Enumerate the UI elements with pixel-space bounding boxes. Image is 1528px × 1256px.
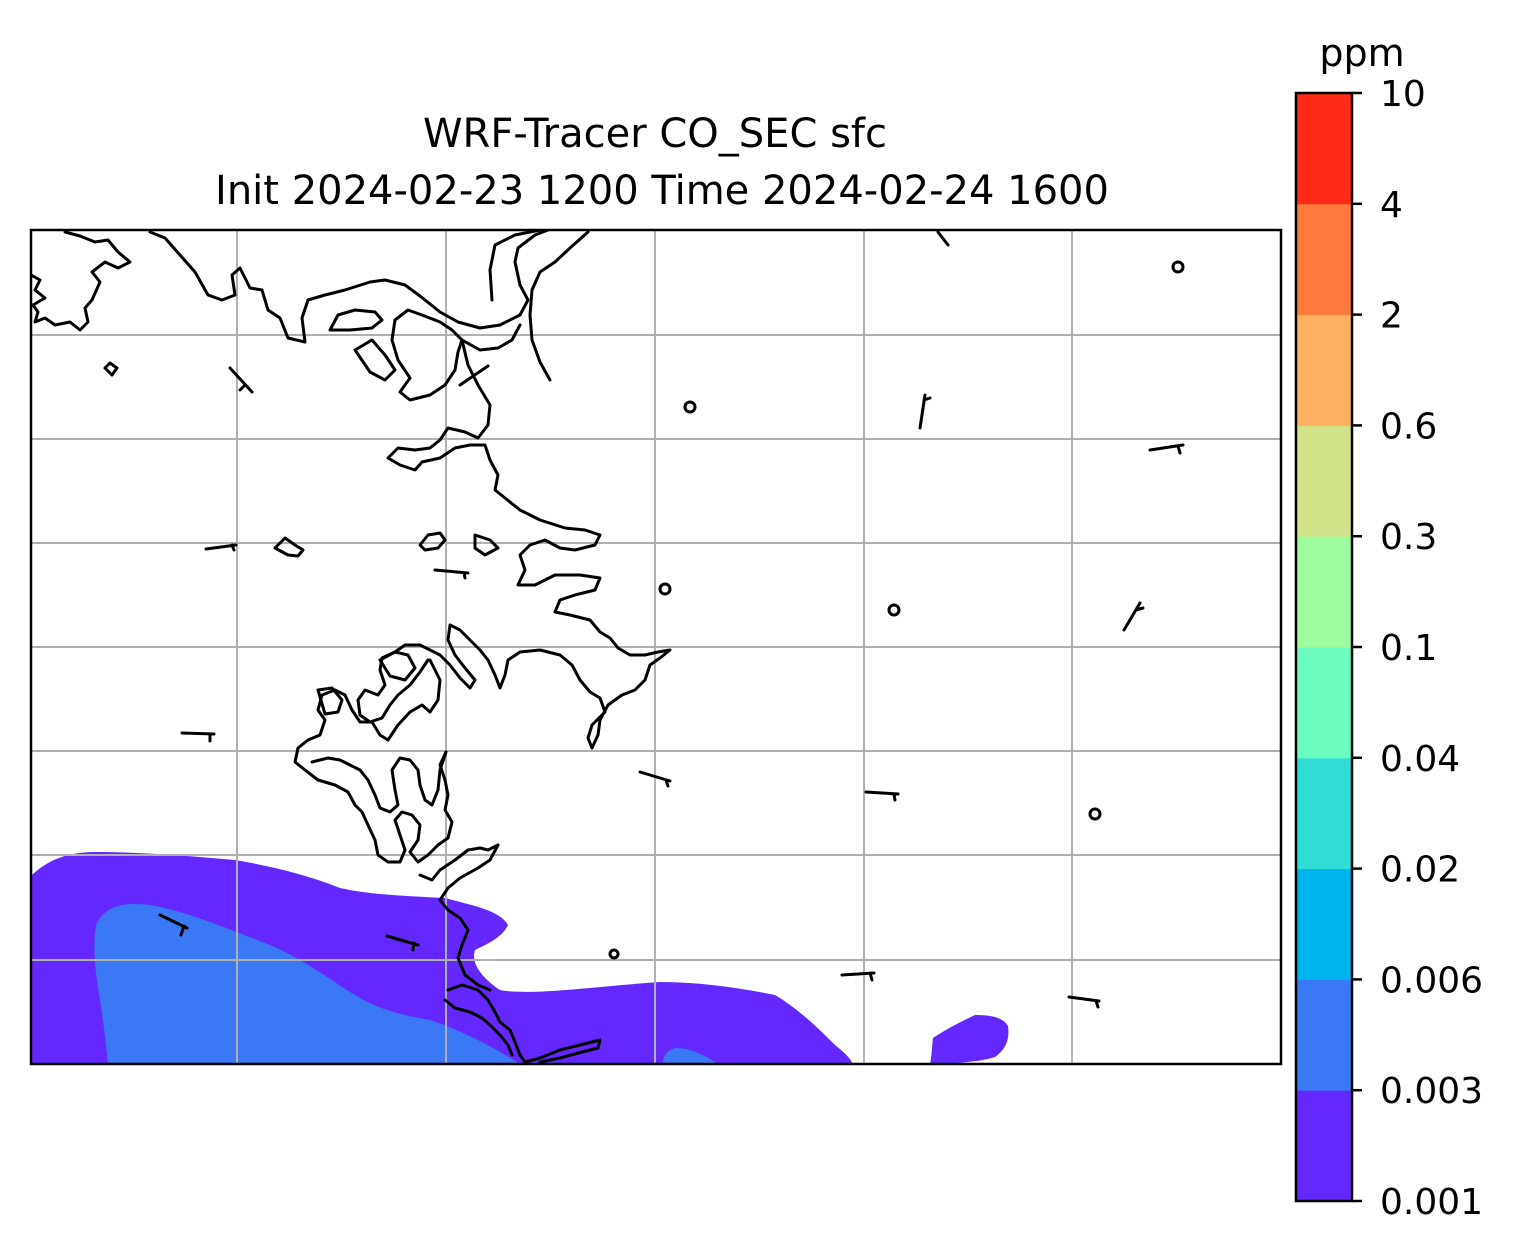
wind-barb [180,731,216,743]
coastline-south-peninsula [446,983,602,1064]
coastlines [31,230,672,1064]
plume-inner-region [94,904,521,1064]
coastline-islet-e [316,686,344,716]
colorbar-tick-label: 2 [1380,296,1403,337]
coastline-north-central [148,230,550,344]
wind-barbs [158,230,1185,1009]
colorbar-frame [1294,91,1354,1203]
colorbar-swatch [1296,1090,1352,1202]
wind-barb [1122,601,1145,632]
coastline-south-inner [443,998,514,1057]
colorbar-tick-label: 0.003 [1380,1071,1483,1112]
colorbar-tick-label: 0.02 [1380,850,1460,891]
plume-outer-east-patch [930,1015,1009,1064]
coastline-islet-d [378,650,417,682]
colorbar-tick-label: 0.3 [1380,517,1437,558]
title-line-1: WRF-Tracer CO_SEC sfc [423,111,887,157]
coastline-inner-shore-3 [293,658,454,864]
small-islands [608,260,1185,960]
coastline-islet-f [473,533,500,557]
island-circle-3 [658,582,672,596]
coastline-inlet-east [528,230,590,382]
coastline-islet-a [103,361,119,377]
colorbar-swatch [1296,536,1352,648]
colorbar-tick-label: 10 [1380,74,1426,115]
wind-barb [638,770,672,788]
island-circle-4 [887,603,901,617]
map-panel [31,230,1281,1064]
island-circle-6 [608,948,620,960]
wind-barb [385,934,420,952]
title-line-2: Init 2024-02-23 1200 Time 2024-02-24 160… [215,168,1109,214]
colorbar-swatch [1296,93,1352,205]
colorbar-tick-label: 4 [1380,185,1403,226]
colorbar-swatch [1296,647,1352,759]
wind-barb [204,543,238,552]
coastline-northwest [31,230,132,332]
colorbar-tick-label: 0.04 [1380,739,1460,780]
colorbar-tick-label: 0.1 [1380,628,1437,669]
coastline-inner-shore [390,308,522,402]
wind-barb [1148,443,1185,455]
colorbar-unit-label: ppm [1319,31,1404,75]
wind-barb [228,366,254,394]
island-circle-5 [1088,807,1102,821]
wind-barb [864,790,900,802]
colorbar-swatch [1296,314,1352,426]
coastline-inner-shore-4 [310,750,448,814]
colorbar-swatch [1296,425,1352,537]
coastline-islet-b [273,536,305,558]
colorbar-tick-label: 0.006 [1380,960,1483,1001]
plume-inner-east-patch [662,1048,718,1064]
island-circle-1 [1171,260,1185,274]
wind-barb [158,913,189,937]
coastline-island-1 [328,308,384,332]
coastline-islet-c [418,531,447,552]
map-frame [29,228,1283,1066]
colorbar-tick-label: 0.001 [1380,1182,1483,1223]
gridlines [31,230,1281,1064]
island-circle-2 [683,400,697,414]
colorbar-swatch [1296,757,1352,870]
colorbar-tick-label: 0.6 [1380,406,1437,447]
wind-barb [458,364,490,387]
wind-barb [1067,995,1101,1009]
coastline-inner-shore-2 [356,338,672,750]
wind-barb [433,568,470,580]
colorbar-swatch [1296,979,1352,1091]
colorbar: 0.001 0.003 0.006 0.02 0.04 0.1 0.3 0.6 2 4 10 [1294,74,1483,1223]
colorbar-ticks: 0.001 0.003 0.006 0.02 0.04 0.1 0.3 0.6 2 4 10 [1352,74,1483,1223]
coastline-inlet-west [488,230,542,302]
colorbar-swatch [1296,203,1352,316]
coastline-island-2 [353,338,397,382]
coastline-sound [418,843,500,992]
wind-barb [840,971,876,982]
colorbar-swatch [1296,868,1352,980]
colorbar-swatches [1296,93,1352,1202]
wind-barb [918,393,932,430]
wind-barb [936,230,950,247]
